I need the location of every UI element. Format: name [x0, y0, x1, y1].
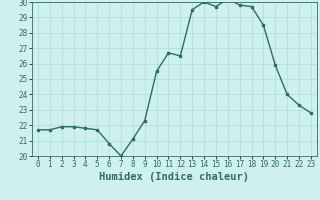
X-axis label: Humidex (Indice chaleur): Humidex (Indice chaleur) — [100, 172, 249, 182]
